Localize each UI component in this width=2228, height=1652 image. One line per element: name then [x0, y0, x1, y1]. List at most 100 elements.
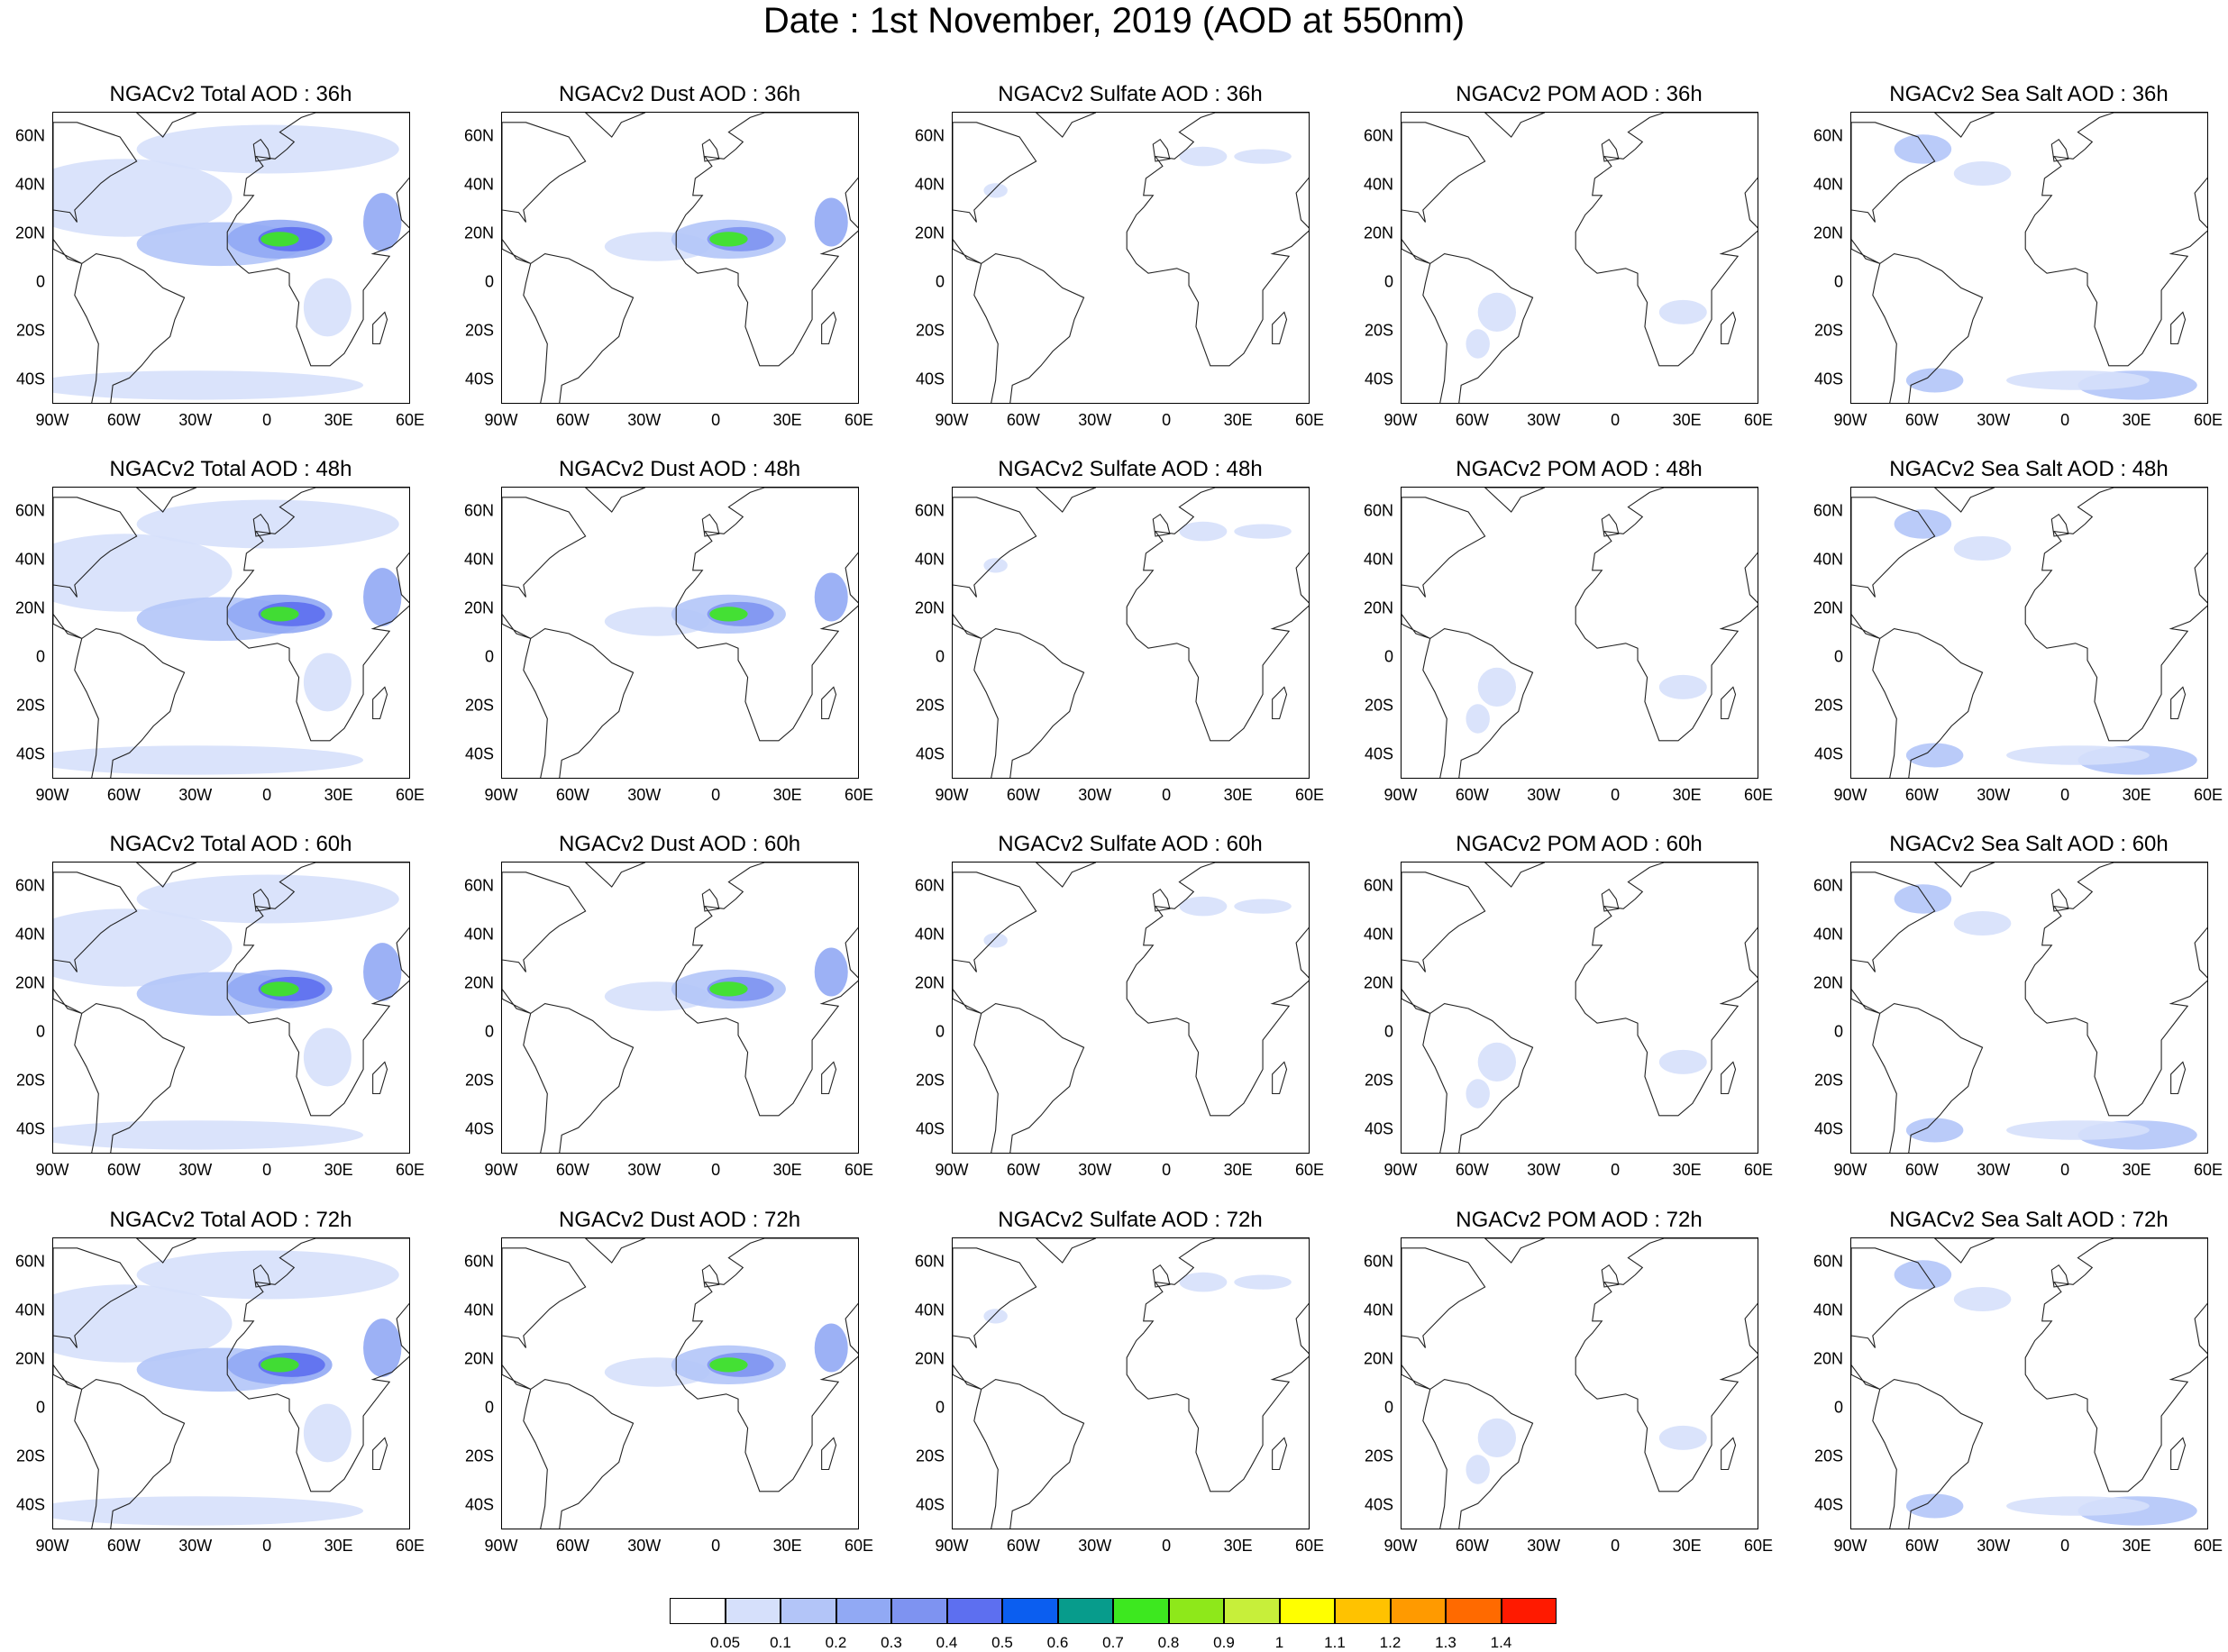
lat-tick-label: 40S — [464, 744, 494, 763]
lon-tick-label: 30E — [772, 786, 802, 804]
lon-tick-label: 0 — [711, 1161, 721, 1179]
lat-tick-label: 20S — [1364, 1447, 1393, 1465]
aod-shading — [983, 933, 1008, 948]
aod-shading — [363, 943, 402, 1001]
lon-tick-label: 0 — [262, 1537, 272, 1555]
lon-tick-label: 60E — [2193, 786, 2223, 804]
coastline — [1035, 1238, 1097, 1264]
coastline — [1575, 1238, 1758, 1492]
coastline — [226, 1238, 409, 1492]
lon-tick-label: 90W — [35, 411, 69, 429]
lon-tick-label: 30W — [1977, 1537, 2011, 1555]
map-panel: NGACv2 POM AOD : 36h 60N 40N 20N 0 20S 40S 90W 6… — [1348, 81, 1773, 442]
colorbar-box — [1168, 1598, 1224, 1624]
colorbar-label: 0.9 — [1213, 1634, 1235, 1651]
aod-shading — [260, 981, 299, 997]
lat-tick-label: 40N — [914, 550, 945, 569]
aod-shading — [983, 1309, 1008, 1324]
lat-tick-label: 40N — [14, 550, 45, 569]
coastline — [2024, 488, 2207, 742]
aod-shading — [1953, 911, 2012, 936]
colorbar-box — [1335, 1598, 1391, 1624]
colorbar-box — [1390, 1598, 1446, 1624]
aod-shading — [260, 607, 299, 622]
lat-tick-label: 60N — [914, 1252, 945, 1271]
lat-tick-label: 20N — [463, 973, 494, 992]
coastline — [502, 122, 635, 403]
lon-tick-label: 60W — [1455, 1161, 1489, 1179]
aod-shading — [1234, 1274, 1292, 1290]
coastline — [2170, 1437, 2187, 1471]
coastline — [2050, 1264, 2069, 1288]
lat-tick-label: 40N — [1813, 925, 1843, 944]
panel-title: NGACv2 Sea Salt AOD : 36h — [1889, 82, 2169, 106]
coastline — [1933, 488, 1995, 513]
coastline — [1035, 488, 1097, 513]
aod-shading — [2006, 1120, 2150, 1140]
lat-tick-label: 60N — [914, 876, 945, 895]
aod-shading — [303, 1027, 352, 1087]
lon-tick-label: 0 — [1162, 786, 1172, 804]
lat-tick-label: 40S — [915, 1119, 945, 1138]
lon-tick-label: 90W — [1833, 1537, 1867, 1555]
lat-tick-label: 40S — [1813, 744, 1843, 763]
lat-tick-label: 40S — [1364, 744, 1393, 763]
lon-tick-label: 60E — [1743, 1537, 1774, 1555]
aod-shading — [1234, 149, 1292, 164]
lat-tick-label: 20S — [915, 321, 945, 340]
aod-shading — [983, 183, 1008, 198]
aod-shading — [1466, 1455, 1490, 1484]
lat-tick-label: 20N — [914, 224, 945, 242]
colorbar-box — [836, 1598, 891, 1624]
coastline — [1152, 138, 1171, 162]
lat-tick-label: 40N — [914, 925, 945, 944]
colorbar-box — [725, 1598, 781, 1624]
lon-tick-label: 90W — [1383, 411, 1418, 429]
lon-tick-label: 0 — [1611, 1537, 1621, 1555]
map-panel: NGACv2 POM AOD : 48h 60N 40N 20N 0 20S 40S 90W 6… — [1348, 456, 1774, 817]
lat-tick-label: 20S — [15, 1071, 45, 1090]
lat-tick-label: 60N — [914, 126, 945, 145]
lat-tick-label: 0 — [35, 272, 45, 291]
lat-tick-label: 60N — [14, 1252, 45, 1271]
lat-tick-label: 20S — [1813, 1447, 1843, 1465]
lat-tick-label: 20N — [1813, 973, 1843, 992]
aod-shading — [363, 193, 402, 251]
aod-map — [1402, 863, 1758, 1153]
lon-tick-label: 60E — [2193, 1537, 2223, 1555]
coastline — [1721, 686, 1737, 720]
coastline — [1601, 1264, 1620, 1288]
lat-tick-label: 40N — [1813, 1301, 1843, 1319]
lon-tick-label: 0 — [2060, 411, 2070, 429]
aod-shading — [1466, 704, 1490, 734]
coastline — [1484, 113, 1546, 138]
lon-tick-label: 60E — [1743, 786, 1774, 804]
lon-tick-label: 60W — [555, 411, 589, 429]
lon-tick-label: 30E — [1672, 411, 1702, 429]
aod-shading — [1658, 299, 1707, 324]
aod-shading — [1477, 1418, 1517, 1457]
lat-tick-label: 40N — [14, 1301, 45, 1319]
coastline — [1126, 113, 1309, 367]
lat-tick-label: 0 — [35, 1022, 45, 1041]
coastline — [2050, 888, 2069, 912]
aod-map — [53, 1238, 409, 1529]
aod-shading — [1179, 521, 1228, 542]
map-panel: NGACv2 Sea Salt AOD : 48h 60N 40N 20N 0 20S 40… — [1798, 456, 2223, 817]
lon-tick-label: 60W — [555, 1537, 589, 1555]
lat-tick-label: 60N — [14, 501, 45, 520]
lon-tick-label: 60E — [395, 786, 425, 804]
aod-map — [1402, 488, 1758, 778]
lat-tick-label: 40S — [1364, 370, 1393, 388]
lon-tick-label: 30E — [324, 786, 353, 804]
lat-tick-label: 40S — [915, 370, 945, 388]
map-panel: NGACv2 Sea Salt AOD : 36h 60N 40N 20N 0 20S 40… — [1798, 81, 2223, 442]
coastline — [2050, 513, 2069, 537]
lat-tick-label: 20S — [15, 321, 45, 340]
coastline — [1575, 113, 1758, 367]
coastline — [821, 311, 837, 345]
coastline — [1402, 497, 1534, 778]
lon-tick-label: 30W — [627, 786, 662, 804]
colorbar-label: 0.3 — [881, 1634, 902, 1651]
map-frame — [52, 1237, 410, 1529]
